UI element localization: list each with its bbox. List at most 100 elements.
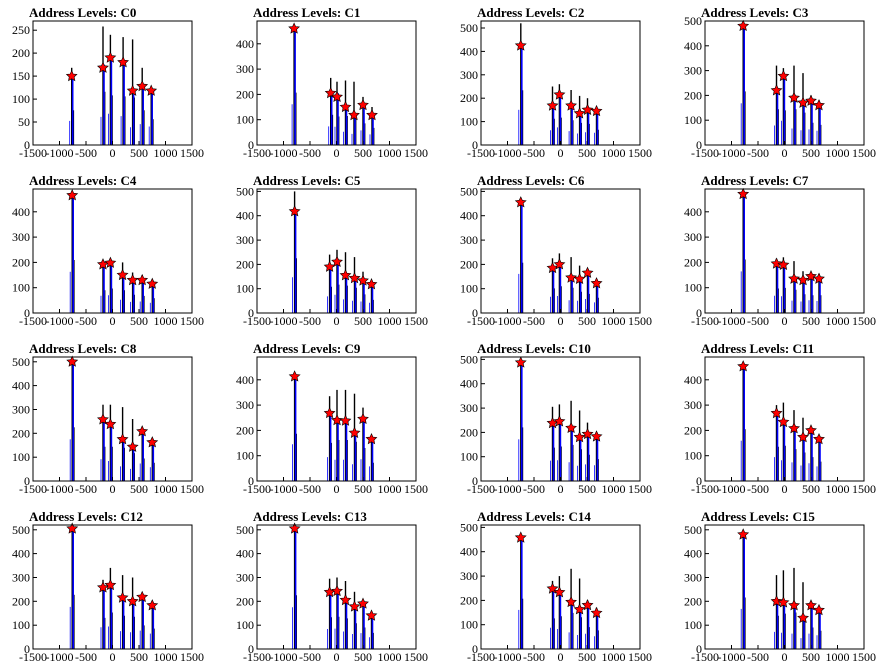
y-tick-label: 500 <box>460 520 478 534</box>
peak-star-marker <box>126 595 139 607</box>
peak-star-marker <box>546 99 559 111</box>
x-tick-label: 1500 <box>404 650 428 664</box>
y-tick-label: 0 <box>248 138 254 152</box>
x-tick-label: 1000 <box>378 650 402 664</box>
y-tick-label: 400 <box>684 547 702 561</box>
peak-star-marker <box>331 255 344 268</box>
x-tick-label: -1500 <box>467 146 495 160</box>
peak-star-marker <box>357 412 369 424</box>
x-tick-label: 500 <box>354 482 372 496</box>
y-tick-label: 200 <box>460 257 478 271</box>
x-tick-label: 1000 <box>602 482 626 496</box>
peak-star-marker <box>357 98 369 111</box>
y-tick-label: 100 <box>12 450 30 464</box>
y-tick-label: 200 <box>460 593 478 607</box>
y-tick-label: 400 <box>12 379 30 393</box>
y-tick-label: 500 <box>12 523 30 537</box>
x-tick-label: 1500 <box>628 482 652 496</box>
x-tick-label: -1000 <box>718 482 746 496</box>
peak-star-marker <box>66 355 79 367</box>
chart-panel: Address Levels: C15 0 100 200 300 400 500 -1500… <box>684 509 876 664</box>
peak-star-marker <box>357 597 369 609</box>
peak-star-marker <box>366 108 378 121</box>
peak-star-marker <box>565 99 577 111</box>
peak-star-marker <box>770 595 783 607</box>
peak-star-marker <box>288 205 301 217</box>
x-tick-label: 500 <box>578 314 596 328</box>
peak-star-marker <box>573 107 586 119</box>
peak-star-marker <box>339 414 352 426</box>
peak-star-marker <box>788 91 801 103</box>
peak-star-marker <box>116 591 129 603</box>
x-tick-label: 1000 <box>154 146 178 160</box>
peak-star-marker <box>126 440 139 452</box>
x-tick-label: 500 <box>802 314 820 328</box>
chart-title: Address Levels: C6 <box>477 173 585 188</box>
peak-star-marker <box>116 268 129 281</box>
y-tick-label: 300 <box>684 571 702 585</box>
x-tick-label: -1000 <box>718 314 746 328</box>
y-tick-label: 400 <box>236 547 254 561</box>
y-tick-label: 0 <box>24 474 30 488</box>
y-tick-label: 300 <box>236 62 254 76</box>
chart-panel: Address Levels: C11 0 100 200 300 400 -1500-10… <box>684 341 876 496</box>
y-tick-label: 0 <box>24 306 30 320</box>
chart-title: Address Levels: C3 <box>701 5 809 20</box>
y-tick-label: 500 <box>684 523 702 537</box>
peak-star-marker <box>339 269 352 281</box>
y-tick-label: 300 <box>12 403 30 417</box>
chart-title: Address Levels: C1 <box>253 5 360 20</box>
x-tick-label: -1000 <box>494 314 522 328</box>
peak-star-marker <box>581 427 594 440</box>
chart-panel: Address Levels: C1 0 100 200 300 400 -1500-100… <box>236 5 428 160</box>
x-tick-label: -1500 <box>19 650 47 664</box>
peak-star-marker <box>777 258 790 271</box>
y-tick-label: 0 <box>24 642 30 656</box>
x-tick-label: -1500 <box>691 314 719 328</box>
peak-star-marker <box>788 422 801 434</box>
peak-star-marker <box>770 406 783 419</box>
chart-title: Address Levels: C10 <box>477 341 591 356</box>
x-tick-label: 1500 <box>628 650 652 664</box>
peak-star-marker <box>104 256 117 268</box>
y-tick-label: 400 <box>460 209 478 223</box>
peak-star-marker <box>805 94 817 106</box>
y-tick-label: 400 <box>684 205 702 219</box>
chart-panel: Address Levels: C9 0 100 200 300 400 -1500-100… <box>236 341 428 496</box>
peak-star-marker <box>116 433 129 445</box>
x-tick-label: 1500 <box>180 146 204 160</box>
y-tick-label: 500 <box>684 14 702 28</box>
x-tick-label: 500 <box>354 650 372 664</box>
x-tick-label: 1000 <box>154 650 178 664</box>
x-tick-label: -1000 <box>46 146 74 160</box>
chart-panel: Address Levels: C13 0 100 200 300 400 500 -1500… <box>236 509 428 664</box>
chart-title: Address Levels: C8 <box>29 341 137 356</box>
y-tick-label: 500 <box>236 523 254 537</box>
y-tick-label: 0 <box>696 306 702 320</box>
x-tick-label: 0 <box>110 146 116 160</box>
peak-star-marker <box>323 260 336 272</box>
x-tick-label: 0 <box>334 650 340 664</box>
peak-star-marker <box>590 104 603 117</box>
x-tick-label: 500 <box>130 146 148 160</box>
chart-panel: Address Levels: C80100200300400500-1500-… <box>12 341 204 496</box>
x-tick-label: 0 <box>782 650 788 664</box>
peak-star-marker <box>514 39 527 51</box>
peak-star-marker <box>777 415 790 428</box>
peak-star-marker <box>126 84 139 96</box>
y-tick-label: 100 <box>12 618 30 632</box>
y-tick-label: 300 <box>684 64 702 78</box>
y-tick-label: 400 <box>12 547 30 561</box>
x-tick-label: 500 <box>802 650 820 664</box>
chart-panel: Address Levels: C7 0 100 200 300 400 -1500-100… <box>684 173 876 328</box>
x-tick-label: 1500 <box>404 314 428 328</box>
y-tick-label: 0 <box>248 306 254 320</box>
x-tick-label: 1000 <box>378 146 402 160</box>
chart-panel: Address Levels: C50100200300400500-1500-… <box>236 173 428 328</box>
chart-panel: Address Levels: C12 0 100 200 300 400 500 -1500… <box>12 509 204 664</box>
peak-star-marker <box>573 603 586 615</box>
x-tick-label: -500 <box>747 314 769 328</box>
x-tick-label: 1500 <box>404 146 428 160</box>
x-tick-label: 0 <box>782 482 788 496</box>
x-tick-label: -1500 <box>467 650 495 664</box>
